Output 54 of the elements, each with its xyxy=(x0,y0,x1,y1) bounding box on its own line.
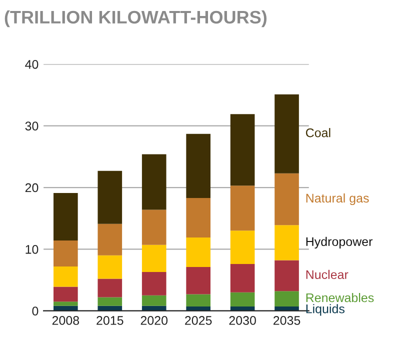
bar xyxy=(98,278,122,298)
series-label: Hydropower xyxy=(306,236,373,249)
chart-title: (TRILLION KILOWATT-HOURS) xyxy=(4,10,267,28)
bar xyxy=(274,225,299,260)
series-label: Coal xyxy=(306,128,330,138)
bar xyxy=(54,193,78,241)
bar xyxy=(274,306,299,311)
bar xyxy=(142,210,166,245)
bar xyxy=(98,170,122,224)
bar xyxy=(274,291,299,307)
bar xyxy=(142,154,166,210)
bar xyxy=(274,94,299,174)
y-tick-label: 40 xyxy=(25,60,38,69)
bar xyxy=(274,173,299,226)
bar xyxy=(230,292,255,307)
series-label: Liquids xyxy=(306,304,345,316)
bar xyxy=(230,114,255,186)
series-label: Nuclear xyxy=(306,270,348,280)
bar xyxy=(54,266,78,287)
y-tick-label: 0 xyxy=(32,306,38,316)
series-label: Renewables xyxy=(306,292,374,302)
bar xyxy=(54,286,78,302)
bar xyxy=(54,306,78,311)
bar xyxy=(142,295,166,306)
x-tick-label: 2008 xyxy=(52,316,80,325)
bar xyxy=(98,306,122,311)
y-tick-label: 10 xyxy=(26,244,38,254)
x-tick-label: 2030 xyxy=(229,316,256,325)
bar xyxy=(230,306,255,311)
bar xyxy=(98,255,122,279)
y-tick-label: 20 xyxy=(25,183,38,192)
x-tick-label: 2025 xyxy=(185,316,212,325)
bar xyxy=(98,224,122,256)
x-tick-label: 2015 xyxy=(96,316,124,325)
bar xyxy=(186,237,210,268)
bar xyxy=(186,306,210,311)
bar xyxy=(142,244,166,272)
y-tick-label: 30 xyxy=(25,122,38,130)
bar xyxy=(142,272,166,296)
series-label: Natural gas xyxy=(306,193,369,206)
bar xyxy=(98,297,122,306)
x-tick-label: 2020 xyxy=(140,316,168,325)
x-tick-label: 2035 xyxy=(273,316,300,325)
bar xyxy=(274,260,299,292)
bar xyxy=(230,264,255,292)
bar xyxy=(230,186,255,231)
bar xyxy=(142,306,166,311)
bar xyxy=(186,198,210,238)
bar xyxy=(54,302,78,306)
bar xyxy=(230,230,255,264)
bar xyxy=(186,294,210,307)
bar xyxy=(186,134,210,198)
bar xyxy=(54,240,78,266)
bar xyxy=(186,267,210,294)
